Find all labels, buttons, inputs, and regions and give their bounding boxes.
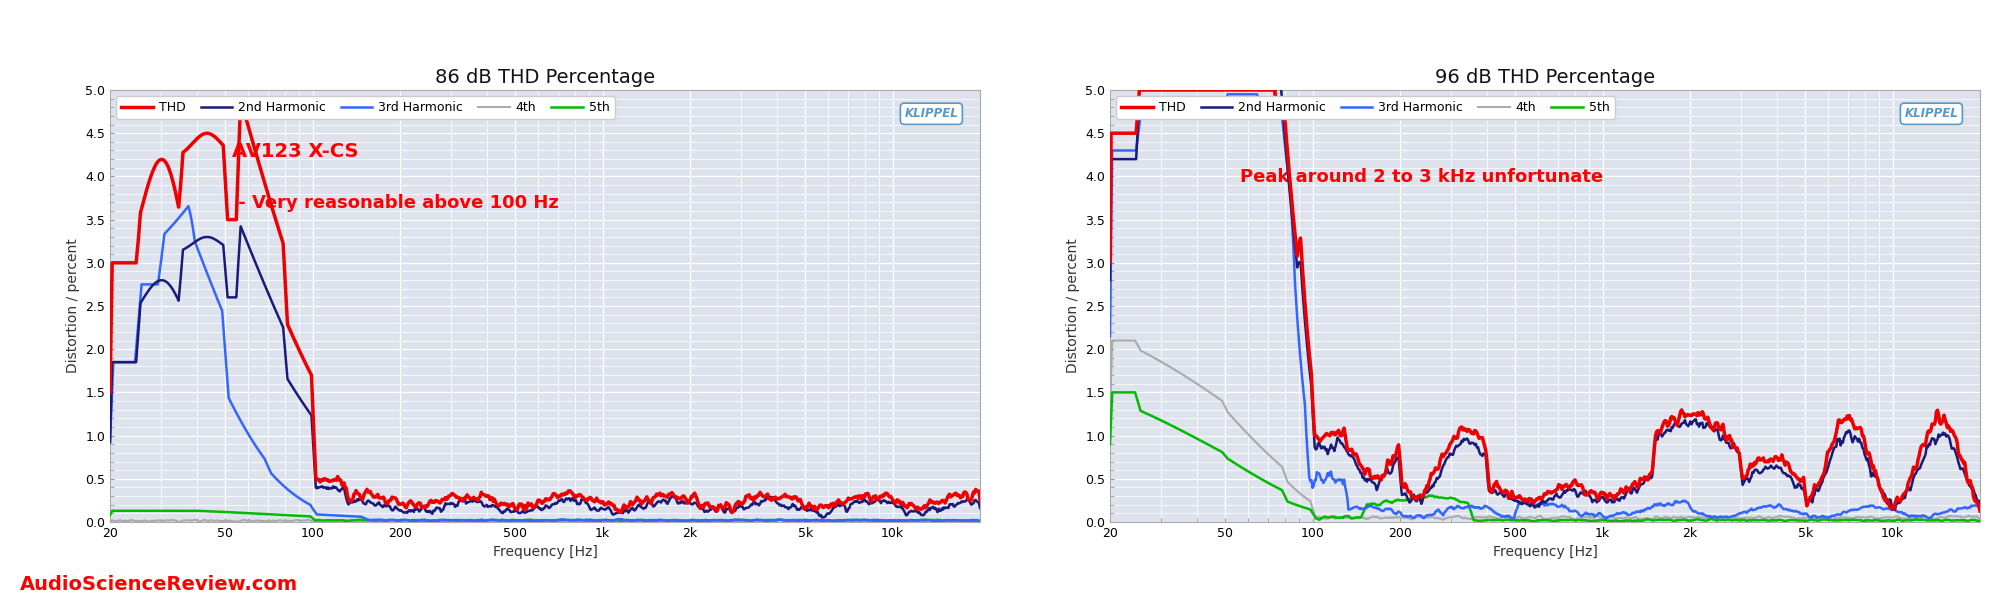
Y-axis label: Distortion / percent: Distortion / percent bbox=[66, 239, 80, 373]
Title: 86 dB THD Percentage: 86 dB THD Percentage bbox=[434, 68, 656, 87]
Y-axis label: Distortion / percent: Distortion / percent bbox=[1066, 239, 1080, 373]
Legend: THD, 2nd Harmonic, 3rd Harmonic, 4th, 5th: THD, 2nd Harmonic, 3rd Harmonic, 4th, 5t… bbox=[116, 96, 614, 119]
Text: - Very reasonable above 100 Hz: - Very reasonable above 100 Hz bbox=[232, 194, 558, 212]
Text: KLIPPEL: KLIPPEL bbox=[904, 107, 958, 120]
Title: 96 dB THD Percentage: 96 dB THD Percentage bbox=[1434, 68, 1656, 87]
Text: AudioScienceReview.com: AudioScienceReview.com bbox=[20, 575, 298, 594]
Text: Peak around 2 to 3 kHz unfortunate: Peak around 2 to 3 kHz unfortunate bbox=[1240, 168, 1604, 186]
Text: KLIPPEL: KLIPPEL bbox=[1904, 107, 1958, 120]
X-axis label: Frequency [Hz]: Frequency [Hz] bbox=[492, 545, 598, 559]
Text: AV123 X-CS: AV123 X-CS bbox=[232, 142, 358, 161]
X-axis label: Frequency [Hz]: Frequency [Hz] bbox=[1492, 545, 1598, 559]
Legend: THD, 2nd Harmonic, 3rd Harmonic, 4th, 5th: THD, 2nd Harmonic, 3rd Harmonic, 4th, 5t… bbox=[1116, 96, 1614, 119]
